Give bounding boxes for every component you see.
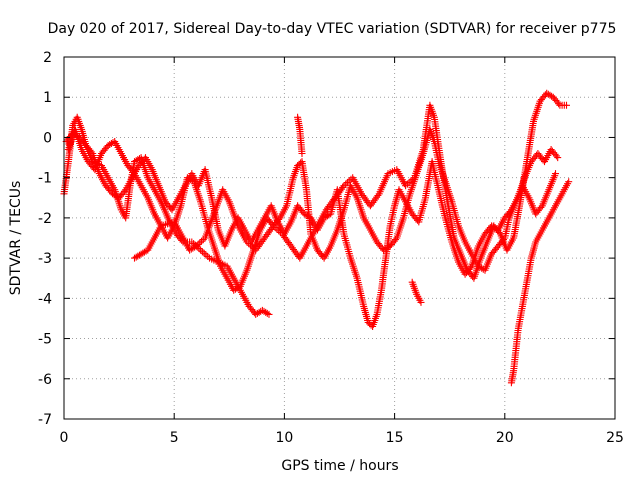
data-point xyxy=(298,150,306,157)
data-point xyxy=(552,152,560,160)
y-tick-label: -2 xyxy=(38,211,52,227)
data-point xyxy=(392,236,399,244)
x-tick-label: 20 xyxy=(496,430,514,446)
x-tick-label: 5 xyxy=(170,430,179,446)
data-markers xyxy=(60,89,573,387)
y-tick-label: -1 xyxy=(38,171,52,187)
data-point xyxy=(565,178,573,186)
x-tick-label: 0 xyxy=(60,430,69,446)
data-point xyxy=(269,222,277,230)
x-axis-label: GPS time / hours xyxy=(281,458,398,474)
data-point xyxy=(563,101,570,109)
plot-frame xyxy=(63,56,616,420)
data-point xyxy=(342,180,350,188)
data-point xyxy=(374,192,382,199)
y-tick-labels: -7 -6 -5 -4 -3 -2 -1 0 1 2 xyxy=(38,50,52,428)
data-point xyxy=(554,154,562,162)
data-point xyxy=(263,309,271,317)
data-point xyxy=(120,187,128,195)
data-point xyxy=(552,170,559,178)
data-point xyxy=(87,148,95,156)
data-point xyxy=(200,249,208,257)
data-point xyxy=(506,208,514,215)
x-tick-label: 10 xyxy=(275,430,293,446)
data-point xyxy=(555,100,563,108)
data-point xyxy=(265,310,273,318)
data-point xyxy=(417,298,425,306)
data-point xyxy=(495,228,503,236)
data-point xyxy=(196,239,204,247)
y-axis-label: SDTVAR / TECUs xyxy=(8,181,24,296)
axis-ticks xyxy=(63,56,616,420)
y-tick-label: 2 xyxy=(43,50,52,66)
y-tick-label: -6 xyxy=(38,372,52,388)
data-point xyxy=(339,183,347,191)
data-point xyxy=(275,227,283,235)
x-tick-label: 15 xyxy=(386,430,404,446)
y-tick-label: -4 xyxy=(38,291,52,307)
y-tick-label: 0 xyxy=(43,130,52,146)
series-track-d xyxy=(131,89,570,282)
y-tick-label: -7 xyxy=(38,412,52,428)
chart-title: Day 020 of 2017, Sidereal Day-to-day VTE… xyxy=(48,21,617,37)
y-tick-label: -5 xyxy=(38,332,52,348)
series-track-e xyxy=(294,113,573,387)
data-point xyxy=(409,175,417,183)
data-point xyxy=(537,203,545,211)
y-tick-label: -3 xyxy=(38,251,52,267)
data-point xyxy=(247,241,254,249)
data-point xyxy=(403,180,411,188)
x-tick-label: 25 xyxy=(606,430,624,446)
data-point xyxy=(113,193,121,201)
y-tick-label: 1 xyxy=(43,90,52,106)
x-tick-labels: 0 5 10 15 20 25 xyxy=(60,430,624,446)
